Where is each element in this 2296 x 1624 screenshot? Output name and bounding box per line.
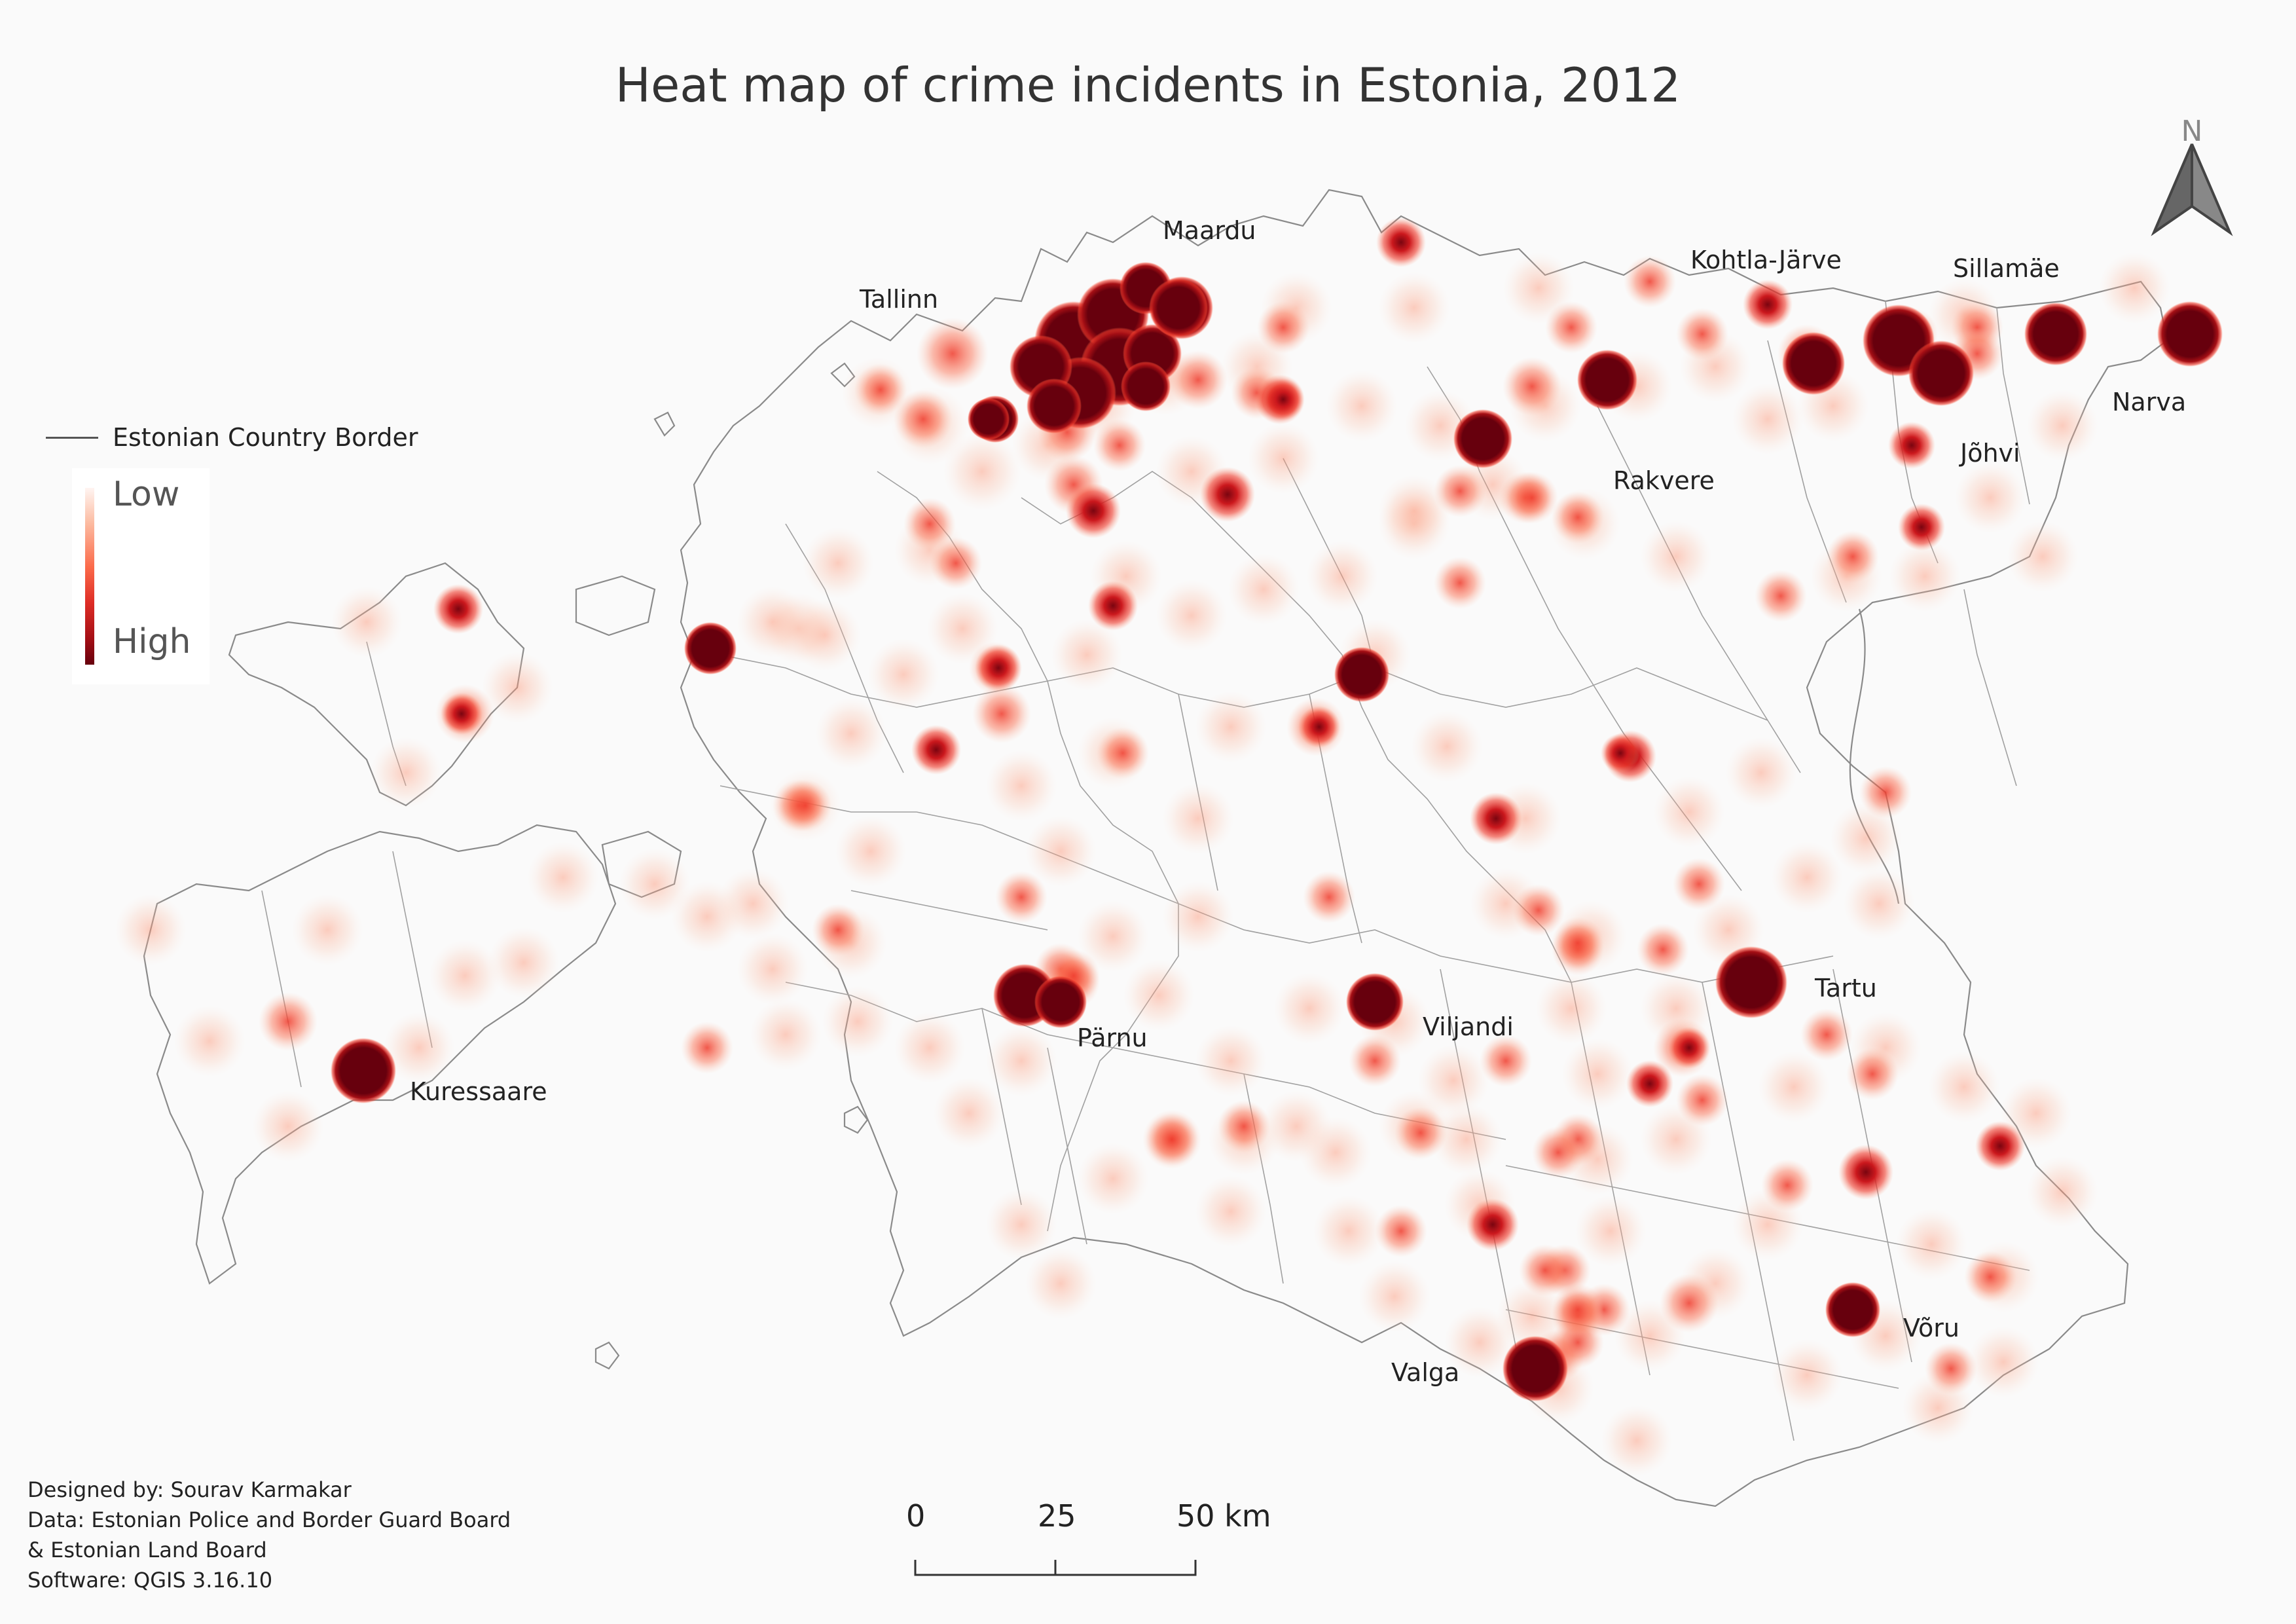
city-label-rakvere: Rakvere xyxy=(1613,466,1715,495)
legend-color-ramp xyxy=(85,488,94,665)
credit-data-line1: Data: Estonian Police and Border Guard B… xyxy=(27,1507,511,1532)
city-label-tallinn: Tallinn xyxy=(860,285,939,314)
legend-low-label: Low xyxy=(113,475,180,514)
credit-data-line2: & Estonian Land Board xyxy=(27,1538,267,1562)
city-label-valga: Valga xyxy=(1391,1358,1460,1387)
credit-designer: Designed by: Sourav Karmakar xyxy=(27,1477,352,1502)
scale-label-50: 50 km xyxy=(1176,1498,1271,1534)
city-label-voru: Võru xyxy=(1903,1314,1960,1342)
city-label-kohtla-jarve: Kohtla-Järve xyxy=(1690,246,1842,274)
city-label-johvi: Jõhvi xyxy=(1960,439,2020,468)
legend-border-label: Estonian Country Border xyxy=(113,423,418,452)
map-title: Heat map of crime incidents in Estonia, … xyxy=(615,58,1681,113)
city-label-maardu: Maardu xyxy=(1163,216,1256,245)
city-label-parnu: Pärnu xyxy=(1077,1024,1148,1052)
heat-density-high xyxy=(433,217,2025,1251)
municipal-boundaries xyxy=(261,301,2030,1441)
north-arrow-icon: N xyxy=(2151,115,2233,236)
north-letter: N xyxy=(2181,115,2203,148)
city-label-sillamae: Sillamäe xyxy=(1953,254,2060,283)
map-credits: Designed by: Sourav Karmakar Data: Eston… xyxy=(27,1475,511,1595)
legend-heat-ramp: Low High xyxy=(72,468,210,684)
city-label-narva: Narva xyxy=(2112,388,2187,416)
scale-label-0: 0 xyxy=(906,1498,926,1534)
legend-high-label: High xyxy=(113,622,191,661)
scale-label-25: 25 xyxy=(1038,1498,1076,1534)
city-label-viljandi: Viljandi xyxy=(1423,1012,1514,1041)
credit-software: Software: QGIS 3.16.10 xyxy=(27,1568,273,1593)
scale-bar xyxy=(914,1560,1197,1576)
legend-border-entry: Estonian Country Border xyxy=(46,421,418,454)
city-label-kuressaare: Kuressaare xyxy=(410,1077,547,1106)
legend-border-line xyxy=(46,436,98,439)
city-label-tartu: Tartu xyxy=(1815,974,1877,1003)
heat-hotspots xyxy=(331,262,2223,1401)
